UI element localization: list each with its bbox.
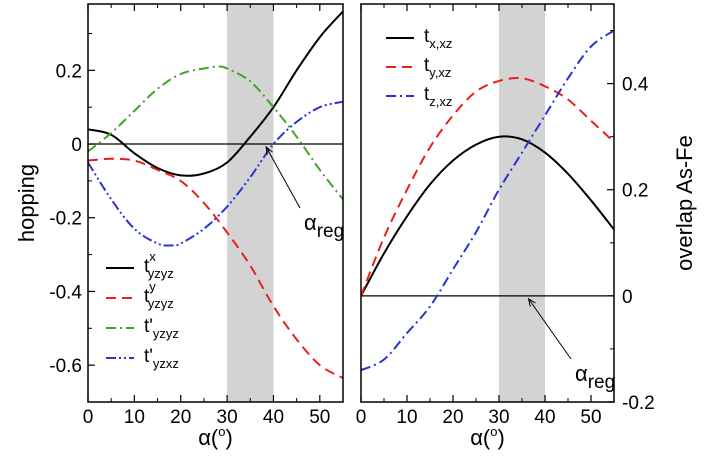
legend-label-1: tx yzyz bbox=[144, 249, 174, 281]
legend-label-3: tz,xz bbox=[424, 84, 452, 109]
shaded-region bbox=[227, 4, 274, 402]
y-tick-label: 0.4 bbox=[622, 75, 649, 96]
legend-label-sub: x,xz bbox=[429, 36, 452, 51]
x-tick-label: 0 bbox=[356, 407, 367, 428]
annotation-arrow-line bbox=[528, 298, 572, 360]
annotation-label: αreg bbox=[575, 361, 615, 393]
annotation-arrow-head bbox=[527, 297, 536, 307]
x-axis-label-tail: ) bbox=[225, 425, 232, 450]
x-tick-label: 20 bbox=[442, 407, 463, 428]
annotation-label: αreg bbox=[304, 210, 344, 242]
annotation-label-sub: reg bbox=[317, 221, 344, 242]
y-tick-label: -0.2 bbox=[49, 209, 82, 230]
annotation-arrow-line bbox=[265, 146, 301, 209]
x-axis-label: α(o) bbox=[470, 424, 505, 450]
x-tick-label: 50 bbox=[309, 407, 330, 428]
x-tick-label: 30 bbox=[488, 407, 509, 428]
legend-label-base: t' bbox=[144, 346, 153, 367]
legend-label-1: tx,xz bbox=[424, 26, 452, 51]
legend-label-sub: yzyz bbox=[153, 326, 179, 341]
legend-label-2: ty yzyz bbox=[144, 279, 174, 311]
x-axis-label-base: α( bbox=[198, 425, 219, 450]
y-tick-label: -0.2 bbox=[622, 393, 655, 414]
x-axis-label-sup: o bbox=[218, 424, 225, 439]
annotation-label-base: α bbox=[575, 361, 588, 386]
legend-label-sub: yzxz bbox=[153, 356, 179, 371]
x-tick-label: 40 bbox=[534, 407, 555, 428]
x-tick-label: 40 bbox=[263, 407, 284, 428]
plot-frame bbox=[360, 3, 615, 403]
legend-label-2: ty,xz bbox=[424, 55, 451, 80]
legend-label-base: t bbox=[424, 26, 430, 47]
legend-label-base: t bbox=[144, 256, 150, 277]
x-tick-label: 10 bbox=[396, 407, 417, 428]
shaded-region bbox=[499, 4, 545, 402]
y-tick-label: 0 bbox=[71, 135, 82, 156]
y-tick-label: -0.6 bbox=[49, 356, 82, 377]
legend-label-base: t bbox=[424, 55, 430, 76]
legend-label-sub: yzyz bbox=[148, 296, 174, 311]
y-axis-label: hopping bbox=[14, 164, 39, 242]
legend-label-3: t'yzyz bbox=[144, 316, 179, 341]
legend-label-base: t' bbox=[144, 316, 153, 337]
x-axis-label-base: α( bbox=[470, 425, 491, 450]
x-tick-label: 20 bbox=[170, 407, 191, 428]
left-panel: 0 10 20 30 40 500.20-0.2-0.4-0.6α(o)hoppingtx… bbox=[14, 3, 344, 450]
right-panel: 0 10 20 30 40 50 0.4 0.2 0 -0.2 α(o) overlap As-Fe t… bbox=[356, 3, 697, 450]
legend-label-sub: y,xz bbox=[429, 65, 451, 80]
x-tick-label: 50 bbox=[580, 407, 601, 428]
series-line-3 bbox=[361, 29, 614, 372]
x-tick-label: 10 bbox=[124, 407, 145, 428]
legend-label-sup: y bbox=[149, 279, 156, 294]
legend-label-4: t'yzxz bbox=[144, 346, 179, 371]
plot-frame bbox=[87, 3, 344, 403]
y-tick-label: 0.2 bbox=[622, 181, 648, 202]
y-axis-label: overlap As-Fe bbox=[672, 135, 697, 271]
x-tick-label: 30 bbox=[217, 407, 238, 428]
annotation-arrow-head bbox=[265, 145, 273, 156]
legend-label-sup: x bbox=[149, 249, 156, 264]
x-axis-label: α(o) bbox=[198, 424, 233, 450]
annotation-label-base: α bbox=[304, 210, 317, 235]
series-line-4 bbox=[88, 100, 343, 247]
legend-label-sub: z,xz bbox=[429, 94, 452, 109]
y-tick-label: -0.4 bbox=[49, 282, 82, 303]
y-tick-label: 0.2 bbox=[56, 61, 82, 82]
annotation-label-sub: reg bbox=[588, 372, 615, 393]
y-tick-label: 0 bbox=[622, 287, 633, 308]
x-axis-label-sup: o bbox=[490, 424, 497, 439]
series-line-3 bbox=[88, 65, 343, 200]
legend-label-base: t bbox=[424, 84, 430, 105]
series-line-2 bbox=[361, 77, 614, 297]
series-line-1 bbox=[361, 135, 614, 297]
legend-label-sub: yzyz bbox=[148, 266, 174, 281]
series-line-2 bbox=[88, 157, 343, 379]
x-tick-label: 0 bbox=[83, 407, 94, 428]
x-axis-label-tail: ) bbox=[497, 425, 504, 450]
series-line-1 bbox=[88, 10, 343, 177]
legend-label-base: t bbox=[144, 286, 150, 307]
